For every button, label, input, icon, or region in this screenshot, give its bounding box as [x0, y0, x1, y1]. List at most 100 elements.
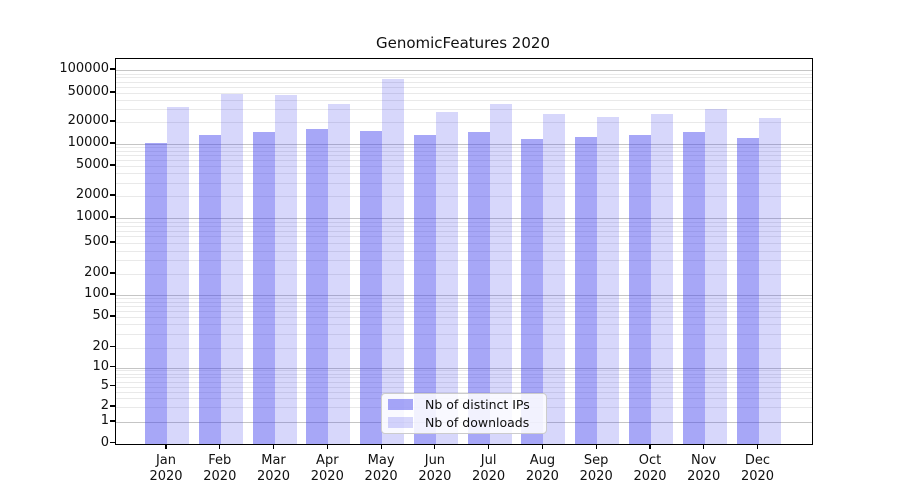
bar-downloads-oct: [651, 114, 673, 444]
y-tick-mark-2000: [110, 194, 115, 196]
legend-swatch-downloads: [388, 416, 413, 428]
x-tick-mark-oct: [649, 444, 651, 449]
legend-item-distinct-ips: Nb of distinct IPs: [382, 397, 546, 412]
x-tick-label-may: May 2020: [364, 453, 398, 484]
bar-distinct-ips-mar: [252, 132, 275, 444]
bar-downloads-may: [382, 79, 405, 444]
major-gridline-10000: [116, 144, 812, 145]
minor-gridline-6000: [116, 160, 812, 162]
y-tick-label-10: 10: [92, 358, 109, 374]
bar-distinct-ips-apr: [306, 129, 329, 444]
x-tick-label-jul: Jul 2020: [472, 453, 506, 484]
minor-gridline-20000: [116, 122, 812, 123]
y-tick-label-50000: 50000: [67, 84, 109, 99]
y-tick-mark-10000: [110, 142, 115, 144]
y-tick-label-100000: 100000: [59, 61, 109, 76]
y-tick-label-5: 5: [100, 377, 109, 393]
bar-distinct-ips-nov: [682, 132, 705, 444]
minor-gridline-3000: [116, 182, 812, 184]
legend-label-downloads: Nb of downloads: [425, 414, 530, 430]
x-tick-label-jun: Jun 2020: [418, 453, 452, 484]
minor-gridline-9000: [116, 147, 812, 149]
bar-distinct-ips-jun: [413, 135, 436, 444]
y-tick-label-50: 50: [92, 308, 109, 323]
y-tick-label-500: 500: [84, 234, 109, 249]
bar-distinct-ips-feb: [198, 135, 221, 444]
minor-gridline-40000: [116, 100, 812, 102]
x-tick-label-oct: Oct 2020: [633, 453, 667, 484]
major-gridline-10: [116, 367, 812, 369]
y-tick-label-0: 0: [100, 434, 109, 450]
y-tick-mark-50000: [110, 91, 115, 93]
bar-distinct-ips-jul: [467, 131, 490, 444]
minor-gridline-70000: [116, 81, 812, 83]
legend-swatch-distinct-ips: [388, 399, 413, 411]
minor-gridline-8: [116, 373, 812, 375]
minor-gridline-7000: [116, 155, 812, 157]
bar-downloads-aug: [543, 114, 566, 444]
minor-gridline-80000: [116, 77, 812, 79]
bar-downloads-apr: [328, 103, 351, 444]
bar-downloads-jul: [489, 103, 512, 444]
minor-gridline-2000: [116, 196, 812, 197]
minor-gridline-70: [116, 306, 812, 308]
x-tick-mark-feb: [219, 444, 221, 449]
legend: Nb of distinct IPs Nb of downloads: [381, 393, 547, 434]
minor-gridline-4: [116, 391, 812, 393]
y-tick-label-2: 2: [100, 398, 109, 413]
x-tick-label-feb: Feb 2020: [203, 453, 237, 484]
major-gridline-100000: [116, 70, 812, 71]
x-tick-label-jan: Jan 2020: [149, 453, 183, 484]
bar-downloads-sep: [597, 116, 620, 444]
minor-gridline-50: [116, 317, 812, 318]
minor-gridline-50000: [116, 93, 812, 94]
minor-gridline-900: [116, 221, 812, 223]
x-tick-mark-apr: [326, 444, 328, 449]
minor-gridline-60000: [116, 87, 812, 88]
x-tick-label-apr: Apr 2020: [310, 453, 344, 484]
minor-gridline-400: [116, 250, 812, 252]
y-tick-mark-10: [110, 365, 115, 368]
bar-distinct-ips-dec: [736, 137, 759, 444]
y-tick-mark-20: [110, 345, 115, 348]
x-tick-label-nov: Nov 2020: [687, 453, 721, 484]
plot-area: Nb of distinct IPs Nb of downloads: [115, 58, 813, 445]
bar-distinct-ips-aug: [521, 139, 544, 444]
y-tick-mark-5000: [110, 164, 115, 166]
x-tick-mark-may: [380, 444, 382, 449]
minor-gridline-30000: [116, 109, 812, 111]
y-tick-label-5000: 5000: [75, 157, 109, 172]
y-tick-mark-100000: [110, 68, 115, 70]
minor-gridline-8000: [116, 151, 812, 153]
y-tick-label-10000: 10000: [67, 135, 109, 150]
y-tick-mark-2: [110, 405, 115, 407]
y-tick-label-100: 100: [84, 286, 109, 301]
x-tick-mark-jul: [488, 444, 490, 449]
minor-gridline-700: [116, 230, 812, 232]
bar-downloads-nov: [704, 108, 727, 444]
y-tick-label-2000: 2000: [75, 187, 109, 202]
y-tick-mark-1: [110, 420, 115, 422]
bar-downloads-jun: [435, 112, 458, 444]
legend-item-downloads: Nb of downloads: [382, 415, 546, 430]
minor-gridline-600: [116, 236, 812, 238]
minor-gridline-7: [116, 377, 812, 379]
minor-gridline-800: [116, 226, 812, 227]
legend-label-distinct-ips: Nb of distinct IPs: [425, 397, 530, 413]
minor-gridline-40: [116, 324, 812, 326]
x-tick-mark-dec: [756, 444, 759, 449]
minor-gridline-90000: [116, 73, 812, 75]
x-tick-mark-jun: [434, 444, 436, 449]
chart-title: GenomicFeatures 2020: [375, 34, 550, 52]
minor-gridline-20: [116, 347, 812, 349]
y-tick-mark-20000: [110, 120, 115, 122]
minor-gridline-60: [116, 311, 812, 313]
minor-gridline-80: [116, 302, 812, 304]
y-tick-mark-200: [110, 272, 115, 274]
bar-distinct-ips-jan: [145, 143, 167, 444]
bar-downloads-dec: [758, 117, 781, 444]
bar-downloads-jan: [167, 106, 189, 444]
y-tick-mark-5: [110, 384, 115, 387]
minor-gridline-5: [116, 386, 812, 388]
